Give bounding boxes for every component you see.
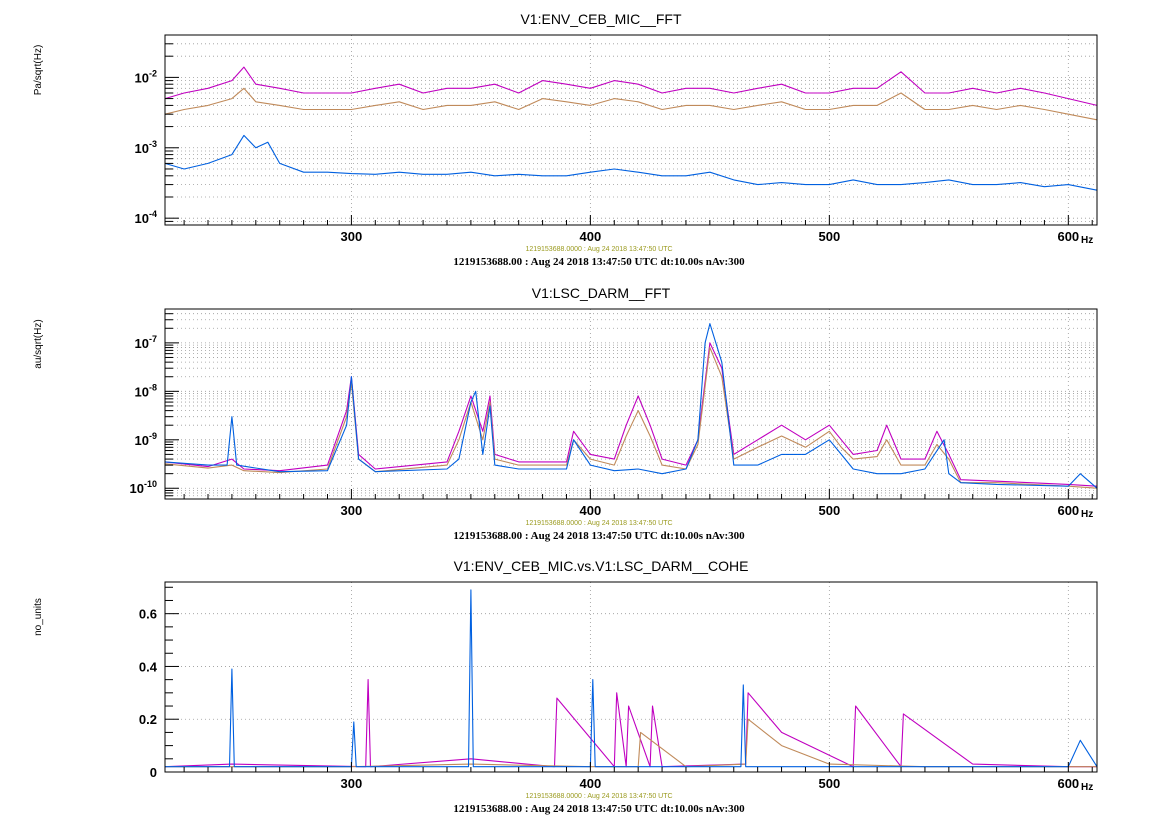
x-tick-label: 400: [580, 503, 602, 518]
y-tick-base: 10: [135, 211, 149, 226]
x-tick-label: 500: [818, 503, 840, 518]
series-line-2: [164, 347, 1098, 489]
y-tick-label: 0.4: [139, 659, 158, 674]
series-line-3: [165, 589, 1098, 768]
x-tick-label: 300: [341, 503, 363, 518]
chart-title: V1:ENV_CEB_MIC.vs.V1:LSC_DARM__COHE: [454, 558, 749, 574]
y-tick-label: 10-9: [135, 431, 157, 448]
x-tick-label: 300: [341, 229, 363, 244]
y-axis-label: au/sqrt(Hz): [33, 319, 44, 368]
series-line-1: [164, 679, 1097, 768]
timestamp-small: 1219153688.0000 : Aug 24 2018 13:47:50 U…: [525, 520, 672, 527]
y-tick-exponent: -8: [149, 382, 157, 392]
x-tick-label: 300: [341, 776, 363, 791]
chart-title: V1:ENV_CEB_MIC__FFT: [520, 11, 681, 27]
timestamp-info: 1219153688.00 : Aug 24 2018 13:47:50 UTC…: [453, 256, 745, 268]
y-tick-exponent: -10: [144, 479, 157, 489]
plot-frame: [164, 34, 1098, 226]
series-line-1: [164, 66, 1098, 106]
grid: [165, 34, 1097, 226]
y-tick-exponent: -9: [149, 431, 157, 441]
timestamp-info: 1219153688.00 : Aug 24 2018 13:47:50 UTC…: [453, 530, 745, 542]
panel-1: 300 400 500 600 Hz10-410-310-2V1:ENV_CEB_MIC…: [33, 11, 1098, 268]
y-tick-label: 10-2: [135, 68, 157, 85]
grid: [165, 582, 1097, 773]
panel-3: 300 400 500 600 Hz 0 0.2 0.4 0.6 V1:ENV_CEB_MIC.v…: [33, 558, 1098, 815]
series-line-3: [164, 323, 1098, 489]
y-tick-exponent: -3: [149, 139, 157, 149]
x-unit-label: Hz: [1081, 782, 1093, 793]
plot-frame: [164, 581, 1098, 773]
series-line-3: [164, 134, 1098, 191]
timestamp-small: 1219153688.0000 : Aug 24 2018 13:47:50 U…: [525, 246, 672, 253]
y-tick-exponent: -2: [149, 68, 157, 78]
x-tick-label: 500: [818, 229, 840, 244]
y-tick-label: 10-8: [135, 382, 157, 399]
x-unit-label: Hz: [1081, 235, 1093, 246]
chart-title: V1:LSC_DARM__FFT: [532, 285, 671, 301]
x-tick-label: 400: [580, 229, 602, 244]
y-tick-label: 10-4: [135, 209, 157, 226]
y-tick-label: 0.2: [139, 712, 157, 727]
x-tick-label: 400: [580, 776, 602, 791]
y-tick-exponent: -7: [149, 334, 157, 344]
y-tick-exponent: -4: [149, 209, 157, 219]
y-tick-base: 10: [135, 141, 149, 156]
y-tick-label: 0.6: [139, 607, 157, 622]
y-tick-label: 10-10: [130, 479, 157, 496]
y-tick-base: 10: [135, 384, 149, 399]
y-tick-label: 10-7: [135, 334, 157, 351]
y-tick-base: 10: [135, 336, 149, 351]
timestamp-small: 1219153688.0000 : Aug 24 2018 13:47:50 U…: [525, 793, 672, 800]
timestamp-info: 1219153688.00 : Aug 24 2018 13:47:50 UTC…: [453, 803, 745, 815]
y-tick-base: 10: [135, 70, 149, 85]
series-line-2: [165, 718, 1097, 768]
y-tick-label: 10-3: [135, 139, 157, 156]
series-line-1: [164, 342, 1098, 487]
y-axis-label: no_units: [33, 598, 44, 636]
x-tick-label: 600: [1057, 776, 1079, 791]
series-line-2: [164, 87, 1098, 121]
x-tick-label: 500: [818, 776, 840, 791]
y-tick-base: 10: [135, 433, 149, 448]
panel-2: 300 400 500 600 Hz10-1010-910-810-7V1:LSC_DA…: [33, 285, 1098, 542]
x-unit-label: Hz: [1081, 509, 1093, 520]
x-tick-label: 600: [1057, 229, 1079, 244]
x-tick-label: 600: [1057, 503, 1079, 518]
plot-frame: [164, 308, 1098, 500]
y-axis-label: Pa/sqrt(Hz): [33, 45, 44, 96]
y-tick-base: 10: [130, 481, 144, 496]
y-tick-label: 0: [150, 765, 157, 780]
